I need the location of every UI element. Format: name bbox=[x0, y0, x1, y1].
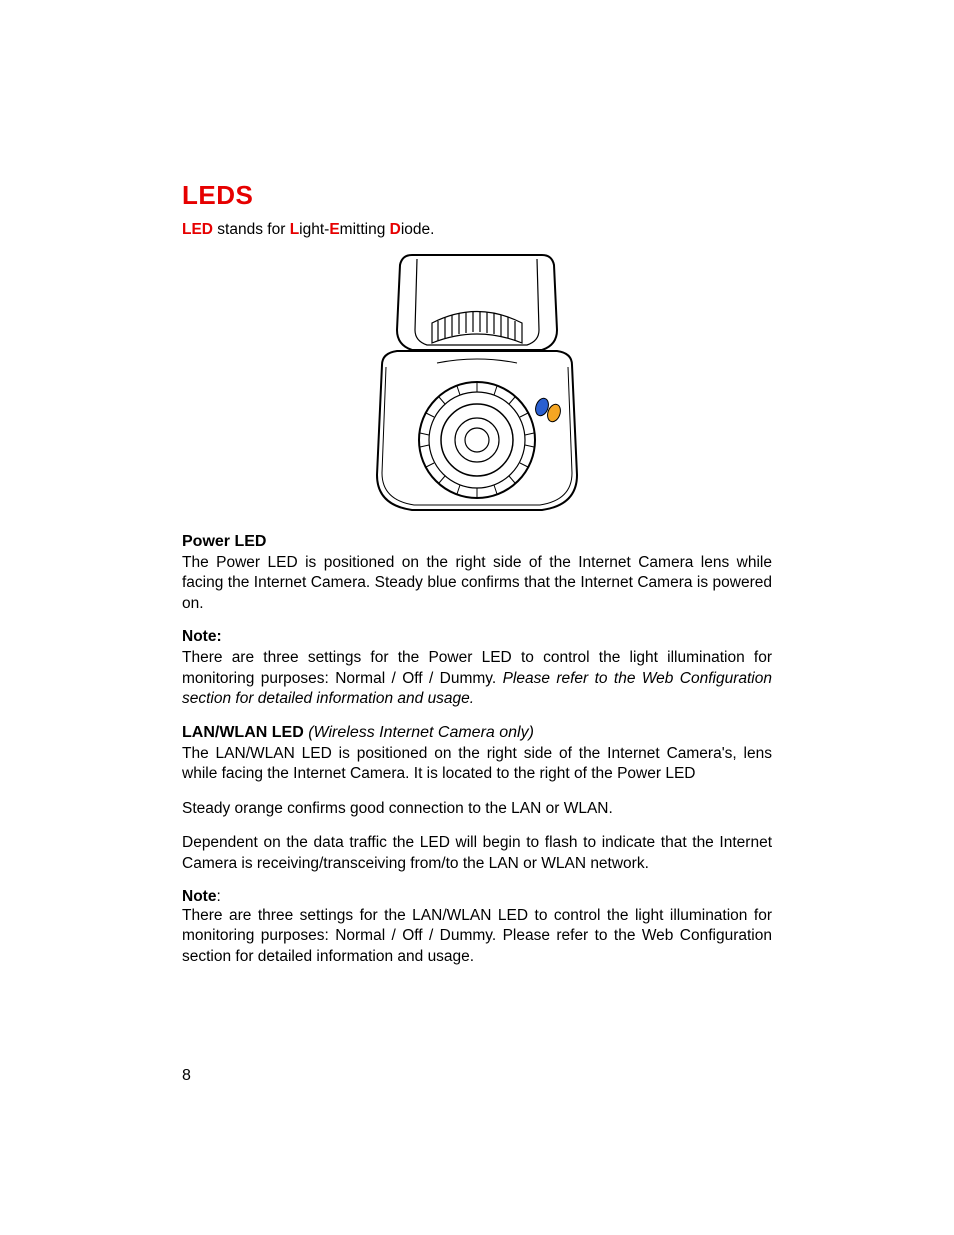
lan-note-colon: : bbox=[216, 888, 220, 905]
intro-text-3: mitting bbox=[340, 221, 390, 238]
lan-led-paragraph-2: Steady orange confirms good connection t… bbox=[182, 799, 772, 819]
page-title: LEDS bbox=[182, 180, 772, 211]
lan-led-heading-text: LAN/WLAN LED bbox=[182, 724, 304, 741]
camera-illustration bbox=[342, 245, 612, 525]
power-note-body: There are three settings for the Power L… bbox=[182, 648, 772, 709]
intro-text-4: iode. bbox=[401, 221, 435, 238]
letter-e: E bbox=[329, 221, 339, 238]
lan-led-paragraph-1: The LAN/WLAN LED is positioned on the ri… bbox=[182, 744, 772, 785]
power-led-heading: Power LED bbox=[182, 533, 772, 551]
page-number: 8 bbox=[182, 1067, 191, 1085]
lan-led-subtitle: (Wireless Internet Camera only) bbox=[304, 724, 534, 741]
acronym-led: LED bbox=[182, 221, 213, 238]
lan-led-paragraph-3: Dependent on the data traffic the LED wi… bbox=[182, 833, 772, 874]
document-page: LEDS LED stands for Light-Emitting Diode… bbox=[0, 0, 954, 1235]
lan-note-heading: Note bbox=[182, 888, 216, 905]
lan-note-heading-line: Note: bbox=[182, 888, 772, 906]
lan-note-body: There are three settings for the LAN/WLA… bbox=[182, 906, 772, 967]
intro-text-1: stands for bbox=[213, 221, 290, 238]
letter-l: L bbox=[290, 221, 299, 238]
intro-line: LED stands for Light-Emitting Diode. bbox=[182, 221, 772, 239]
power-note-heading: Note: bbox=[182, 628, 772, 646]
power-led-paragraph: The Power LED is positioned on the right… bbox=[182, 553, 772, 614]
intro-text-2: ight- bbox=[299, 221, 329, 238]
letter-d: D bbox=[390, 221, 401, 238]
lan-led-heading: LAN/WLAN LED (Wireless Internet Camera o… bbox=[182, 724, 772, 742]
